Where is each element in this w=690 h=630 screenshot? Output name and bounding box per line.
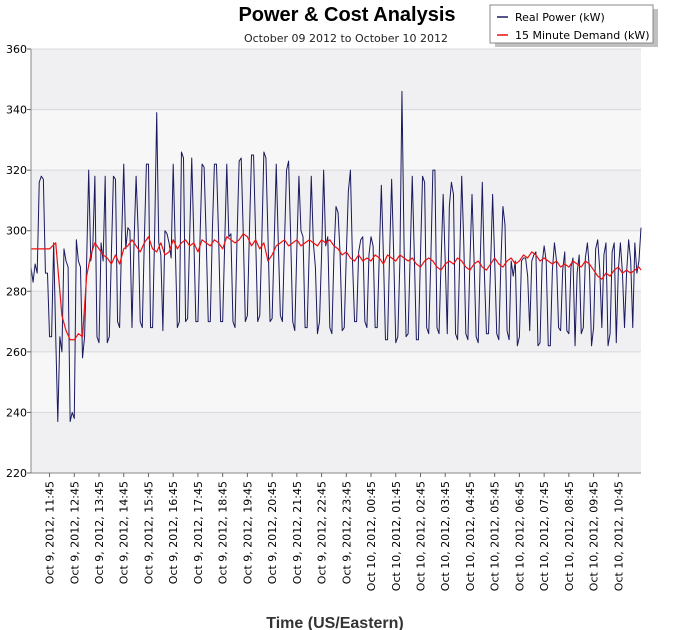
x-tick-label: Oct 10, 2012, 08:45 — [563, 481, 576, 591]
x-tick-label: Oct 9, 2012, 20:45 — [266, 481, 279, 584]
x-tick-label: Oct 10, 2012, 05:45 — [489, 481, 502, 591]
plot-band — [31, 230, 641, 292]
x-tick-label: Oct 10, 2012, 03:45 — [439, 481, 452, 591]
y-tick-label: 300 — [6, 225, 27, 238]
legend-label-demand: 15 Minute Demand (kW) — [515, 29, 650, 42]
x-tick-label: Oct 10, 2012, 09:45 — [588, 481, 601, 591]
x-tick-label: Oct 10, 2012, 01:45 — [390, 481, 403, 591]
axes — [30, 49, 641, 474]
x-tick-label: Oct 10, 2012, 07:45 — [538, 481, 551, 591]
plot-band — [31, 412, 641, 473]
y-tick-label: 240 — [6, 406, 27, 419]
chart-subtitle: October 09 2012 to October 10 2012 — [244, 32, 448, 45]
plot-band — [31, 49, 641, 110]
x-tick-label: Oct 9, 2012, 16:45 — [167, 481, 180, 584]
x-tick-label: Oct 10, 2012, 00:45 — [365, 481, 378, 591]
x-tick-label: Oct 9, 2012, 18:45 — [217, 481, 230, 584]
x-tick-label: Oct 10, 2012, 06:45 — [513, 481, 526, 591]
plot-band — [31, 351, 641, 413]
chart-title: Power & Cost Analysis — [238, 4, 455, 26]
y-axis-ticks: 220 240 260 280 300 320 340 360 — [6, 43, 31, 480]
x-tick-label: Oct 9, 2012, 23:45 — [340, 481, 353, 584]
y-tick-label: 260 — [6, 346, 27, 359]
x-tick-label: Oct 10, 2012, 10:45 — [612, 481, 625, 591]
plot-band — [31, 170, 641, 231]
y-tick-label: 360 — [6, 43, 27, 56]
legend-box — [489, 4, 654, 44]
plot-area — [31, 49, 641, 473]
y-tick-label: 320 — [6, 164, 27, 177]
legend-label-real-power: Real Power (kW) — [515, 11, 605, 24]
y-tick-label: 340 — [6, 104, 27, 117]
y-tick-label: 280 — [6, 285, 27, 298]
series-layer — [30, 90, 642, 423]
x-tick-label: Oct 9, 2012, 13:45 — [93, 481, 106, 584]
x-tick-label: Oct 9, 2012, 11:45 — [44, 481, 57, 584]
plot-band — [31, 109, 641, 171]
series-line-real-power — [30, 90, 642, 423]
y-tick-label: 220 — [6, 467, 27, 480]
x-axis-title: Time (US/Eastern) — [266, 615, 404, 630]
x-tick-label: Oct 9, 2012, 21:45 — [291, 481, 304, 584]
legend: Real Power (kW) 15 Minute Demand (kW) — [489, 4, 658, 47]
x-tick-label: Oct 9, 2012, 19:45 — [241, 481, 254, 584]
x-tick-label: Oct 9, 2012, 17:45 — [192, 481, 205, 584]
x-tick-label: Oct 10, 2012, 02:45 — [414, 481, 427, 591]
x-tick-label: Oct 9, 2012, 14:45 — [118, 481, 131, 584]
x-tick-label: Oct 10, 2012, 04:45 — [464, 481, 477, 591]
x-tick-label: Oct 9, 2012, 22:45 — [316, 481, 329, 584]
x-tick-label: Oct 9, 2012, 12:45 — [68, 481, 81, 584]
plot-band — [31, 291, 641, 352]
x-axis-ticks: Oct 9, 2012, 11:45 Oct 9, 2012, 12:45 Oct … — [44, 473, 625, 591]
x-tick-label: Oct 9, 2012, 15:45 — [142, 481, 155, 584]
series-line-demand — [31, 233, 642, 341]
